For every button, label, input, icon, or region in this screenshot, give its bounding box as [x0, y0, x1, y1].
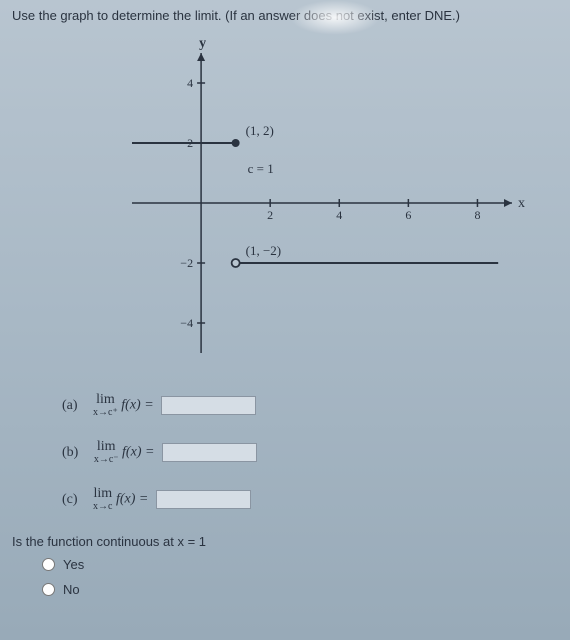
svg-text:8: 8 [474, 208, 480, 222]
radio-yes[interactable] [42, 558, 55, 571]
svg-text:(1, −2): (1, −2) [246, 243, 281, 258]
radio-no[interactable] [42, 583, 55, 596]
part-b: (b) lim x→c⁻ f(x) = [62, 440, 558, 465]
svg-text:6: 6 [405, 208, 411, 222]
svg-text:4: 4 [336, 208, 342, 222]
part-letter: (a) [62, 398, 78, 413]
svg-text:x: x [518, 196, 525, 211]
answer-input-a[interactable] [161, 396, 256, 415]
svg-text:y: y [199, 36, 206, 51]
limit-notation: lim x→c⁺ [93, 393, 118, 418]
part-a: (a) lim x→c⁺ f(x) = [62, 393, 558, 418]
part-c: (c) lim x→c f(x) = [62, 487, 558, 512]
radio-no-label: No [63, 582, 80, 597]
part-letter: (b) [62, 445, 78, 460]
limit-notation: lim x→c [93, 487, 112, 512]
fx-expr: f(x) = [122, 445, 154, 460]
svg-text:−2: −2 [180, 256, 193, 270]
limit-notation: lim x→c⁻ [94, 440, 119, 465]
continuity-prompt: Is the function continuous at x = 1 [12, 534, 558, 549]
radio-no-row: No [42, 582, 558, 597]
instruction: Use the graph to determine the limit. (I… [12, 8, 558, 23]
answer-input-b[interactable] [162, 443, 257, 462]
answer-input-c[interactable] [156, 490, 251, 509]
svg-text:2: 2 [267, 208, 273, 222]
radio-yes-label: Yes [63, 557, 84, 572]
fx-expr: f(x) = [121, 398, 153, 413]
svg-text:c = 1: c = 1 [248, 161, 274, 176]
limit-questions: (a) lim x→c⁺ f(x) = (b) lim x→c⁻ f(x) = … [62, 393, 558, 512]
radio-yes-row: Yes [42, 557, 558, 572]
continuity-question: Is the function continuous at x = 1 Yes … [12, 534, 558, 597]
part-letter: (c) [62, 492, 78, 507]
svg-text:(1, 2): (1, 2) [246, 123, 274, 138]
graph-area: 2468−4−224xyc = 1(1, 2)(1, −2) [112, 33, 558, 373]
svg-text:−4: −4 [180, 316, 193, 330]
fx-expr: f(x) = [116, 492, 148, 507]
svg-text:4: 4 [187, 76, 193, 90]
